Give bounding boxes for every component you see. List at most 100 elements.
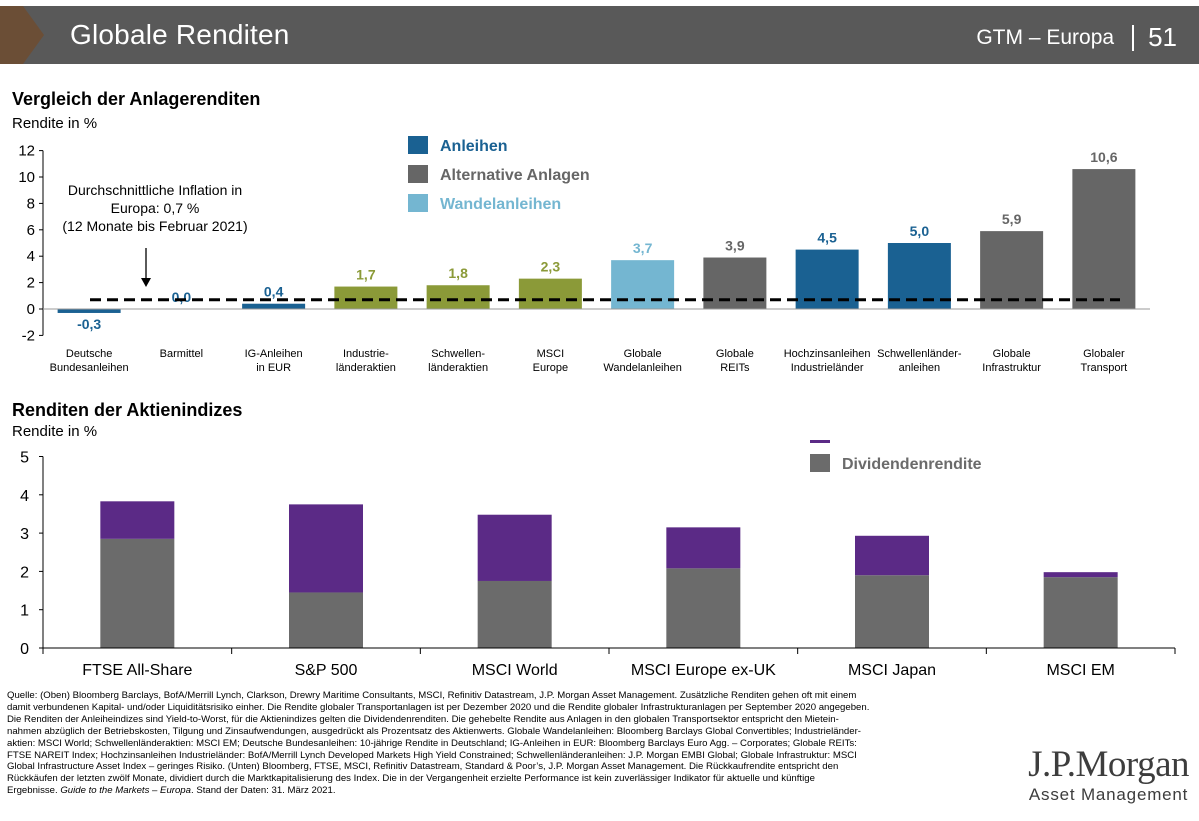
y-tick-label: 10 xyxy=(18,169,35,186)
y-tick-label: 12 xyxy=(18,143,35,160)
footnote-line: Global Infrastructure Asset Index – geri… xyxy=(7,761,839,773)
footnote-line: damit verbundenen Kapital- und/oder Liqu… xyxy=(7,701,870,713)
chart2-title: Renditen der Aktienindizes xyxy=(12,400,243,420)
category-label: MSCI Europe ex-UK xyxy=(631,662,776,679)
category-label: MSCI xyxy=(537,348,565,360)
category-label: länderaktien xyxy=(428,362,488,374)
chart2-ylabel: Rendite in % xyxy=(12,423,98,440)
bar-value-label: 5,9 xyxy=(1002,211,1022,227)
category-label: S&P 500 xyxy=(295,662,358,679)
category-label: Globale xyxy=(624,348,662,360)
y-tick-label: 4 xyxy=(20,488,29,505)
y-tick-label: -2 xyxy=(22,327,35,344)
y-tick-label: 0 xyxy=(20,641,29,658)
category-label: länderaktien xyxy=(336,362,396,374)
stacked-bar-segment xyxy=(666,568,741,648)
category-label: MSCI EM xyxy=(1046,662,1114,679)
stacked-bar-segment xyxy=(666,527,741,569)
inflation-annotation: Europa: 0,7 % xyxy=(111,200,200,216)
footnote-line: aktien: MSCI World; Schwellenländeraktie… xyxy=(7,737,857,749)
footnote-line: Rückkäufen der letzten zwölf Monate, div… xyxy=(7,773,815,785)
category-label: Bundesanleihen xyxy=(50,362,129,374)
y-tick-label: 6 xyxy=(27,222,35,239)
y-tick-label: 3 xyxy=(20,526,29,543)
category-label: REITs xyxy=(720,362,750,374)
y-tick-label: 2 xyxy=(27,275,35,292)
category-label: Globale xyxy=(716,348,754,360)
legend-label: Anleihen xyxy=(440,138,508,155)
stacked-bar-segment xyxy=(1043,577,1118,648)
footnote-line: Die Renditen der Anleiheindizes sind Yie… xyxy=(7,713,839,725)
jpmorgan-logo: J.P.Morgan Asset Management xyxy=(1028,745,1189,805)
legend-swatch xyxy=(810,454,830,472)
category-label: Schwellenländer- xyxy=(877,348,962,360)
category-label: Industrie- xyxy=(343,348,389,360)
source-footnote: Quelle: (Oben) Bloomberg Barclays, BofA/… xyxy=(7,690,1007,797)
y-tick-label: 5 xyxy=(20,450,29,467)
bar-value-label: 3,7 xyxy=(633,240,653,256)
header-separator xyxy=(1132,24,1135,51)
series-label: GTM – Europa xyxy=(976,25,1115,49)
category-label: Barmittel xyxy=(160,348,203,360)
category-label: anleihen xyxy=(899,362,941,374)
category-label: FTSE All-Share xyxy=(82,662,192,679)
bar xyxy=(887,243,951,309)
bar xyxy=(611,260,675,309)
stacked-bar-segment xyxy=(289,504,363,593)
category-label: Wandelanleihen xyxy=(603,362,681,374)
category-label: Industrieländer xyxy=(791,362,864,374)
bar xyxy=(57,309,121,313)
legend-swatch xyxy=(408,136,428,154)
slide-header: Globale Renditen GTM – Europa 51 xyxy=(0,0,1199,68)
arrow-head-icon xyxy=(141,278,151,287)
asset-returns-chart: -2 0 2 4 6 8 10 12 -0,3 Deutsche Bundesanleihen 0,0… xyxy=(18,136,1150,374)
y-tick-label: 1 xyxy=(20,603,29,620)
stacked-bar-segment xyxy=(855,535,929,576)
category-label: MSCI World xyxy=(472,662,558,679)
category-label: in EUR xyxy=(256,362,291,374)
inflation-annotation: (12 Monate bis Februar 2021) xyxy=(62,218,247,234)
bar-value-label: 3,9 xyxy=(725,238,745,254)
chevron-icon xyxy=(0,6,44,64)
stacked-bar-segment xyxy=(477,514,552,581)
bar-value-label: 1,7 xyxy=(356,267,376,283)
footnote-line: FTSE NAREIT Index; Hochzinsanleihen Indu… xyxy=(7,749,857,761)
footnote-date: . Stand der Daten: 31. März 2021. xyxy=(190,785,336,797)
legend-label: Wandelanleihen xyxy=(440,196,561,213)
category-label: Infrastruktur xyxy=(982,362,1041,374)
legend-swatch xyxy=(408,194,428,212)
bar-value-label: 0,0 xyxy=(172,289,192,305)
category-label: Globale xyxy=(993,348,1031,360)
y-tick-label: 2 xyxy=(20,564,29,581)
bar-value-label: 2,3 xyxy=(541,259,561,275)
category-label: IG-Anleihen xyxy=(245,348,303,360)
legend-swatch xyxy=(408,165,428,183)
stacked-bar-segment xyxy=(477,580,552,648)
inflation-annotation: Durchschnittliche Inflation in xyxy=(68,182,242,198)
equity-index-returns-chart: 0 1 2 3 4 5 FTSE All-Share S&P 500 MSCI World MSC… xyxy=(20,440,1176,679)
legend-swatch xyxy=(810,440,830,443)
footnote-publication: Guide to the Markets – Europa xyxy=(60,785,191,797)
bar-value-label: 0,4 xyxy=(264,284,284,300)
stacked-bar-segment xyxy=(289,592,363,648)
bar-value-label: -0,3 xyxy=(77,316,101,332)
bar xyxy=(426,285,490,309)
legend-label: Alternative Anlagen xyxy=(440,167,590,184)
legend-label: Dividendenrendite xyxy=(842,456,982,473)
page-title: Globale Renditen xyxy=(70,19,290,50)
stacked-bar-segment xyxy=(855,575,929,648)
category-label: Schwellen- xyxy=(431,348,485,360)
bar xyxy=(1072,169,1136,309)
logo-subtitle: Asset Management xyxy=(1028,785,1189,804)
category-label: Deutsche xyxy=(66,348,112,360)
stacked-bar-segment xyxy=(100,538,175,648)
bar xyxy=(334,286,398,309)
bar xyxy=(980,231,1044,309)
footnote-line: nahmen abzüglich der Betriebskosten, Til… xyxy=(7,725,861,737)
category-label: Transport xyxy=(1081,362,1128,374)
y-tick-label: 8 xyxy=(27,195,35,212)
bar xyxy=(518,278,582,309)
category-label: MSCI Japan xyxy=(848,662,936,679)
category-label: Globaler xyxy=(1083,348,1125,360)
chart1-title: Vergleich der Anlagerenditen xyxy=(12,89,261,109)
